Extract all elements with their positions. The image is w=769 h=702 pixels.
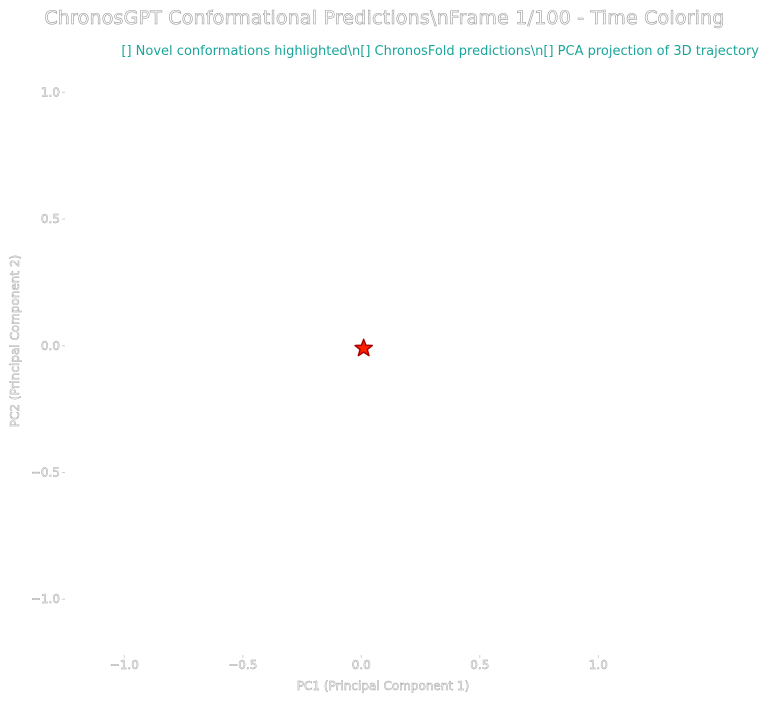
- x-tick-label: 0.0: [352, 658, 371, 672]
- y-tick-label: 1.0: [41, 85, 60, 99]
- chart-title: ChronosGPT Conformational Predictions\nF…: [44, 7, 725, 30]
- x-tick-label: −0.5: [228, 658, 257, 672]
- y-tick-label: 0.5: [41, 212, 60, 226]
- y-tick-label: −0.5: [31, 466, 60, 480]
- x-tick-label: −1.0: [110, 658, 139, 672]
- x-tick-label: 1.0: [589, 658, 608, 672]
- y-tick-label: 0.0: [41, 339, 60, 353]
- data-point-star: [354, 338, 373, 357]
- y-axis-label: PC2 (Principal Component 2): [8, 255, 22, 428]
- x-tick-label: 0.5: [470, 658, 489, 672]
- chart-annotation: [] Novel conformations highlighted\n[] C…: [121, 44, 759, 59]
- data-points: [354, 338, 373, 357]
- x-axis-label: PC1 (Principal Component 1): [297, 679, 470, 693]
- y-tick-label: −1.0: [31, 592, 60, 606]
- x-axis-ticks: −1.0 −0.5 0.0 0.5 1.0: [109, 655, 608, 672]
- y-axis-ticks: 1.0 0.5 0.0 −0.5 −1.0: [31, 85, 65, 606]
